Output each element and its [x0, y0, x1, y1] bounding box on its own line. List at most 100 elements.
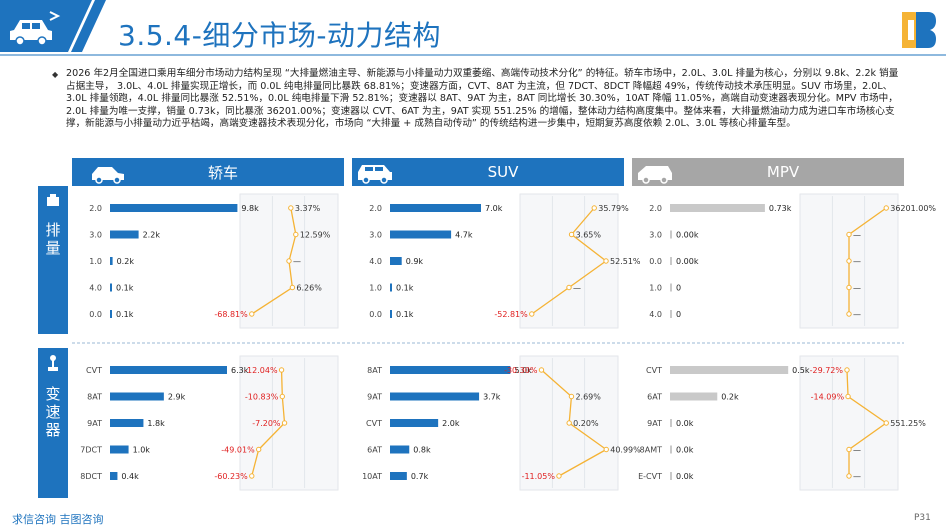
yoy-point: [255, 446, 262, 453]
bar: [110, 283, 112, 292]
yoy-point: [846, 311, 852, 317]
logo: [898, 8, 938, 52]
yoy-panel: [519, 193, 619, 329]
row-label-displacement-text: 排量: [43, 222, 62, 258]
category-label: 9AT: [87, 419, 102, 428]
bar-value-label: 9.8k: [241, 204, 259, 213]
yoy-point: [279, 393, 286, 400]
yoy-point: [566, 420, 572, 426]
bar: [110, 445, 129, 454]
category-label: 2.0: [369, 204, 382, 213]
yoy-point: [591, 205, 597, 211]
yoy-point: [846, 473, 852, 479]
bar: [670, 392, 718, 401]
yoy-label: 36201.00%: [890, 204, 936, 213]
category-label: 1.0: [369, 284, 382, 293]
category-label: CVT: [86, 366, 102, 375]
yoy-point: [286, 258, 292, 264]
yoy-label: -12.04%: [244, 366, 278, 375]
yoy-point: [844, 367, 850, 373]
yoy-label: -7.20%: [252, 419, 281, 428]
yoy-point: [249, 473, 255, 479]
bar: [390, 366, 511, 374]
yoy-point: [288, 205, 294, 211]
category-label: 3.0: [89, 231, 102, 240]
category-label: 8DCT: [80, 472, 102, 481]
yoy-point: [603, 446, 609, 453]
bar: [110, 230, 139, 239]
yoy-label: —: [853, 446, 861, 455]
bar-value-label: 2.2k: [143, 231, 161, 240]
category-label: 7DCT: [80, 446, 102, 455]
bar: [670, 445, 672, 454]
category-label: 1.0: [649, 284, 662, 293]
yoy-label: 3.65%: [576, 231, 602, 240]
yoy-label: -49.01%: [221, 446, 255, 455]
category-label: 4.0: [89, 284, 102, 293]
bar: [110, 257, 113, 265]
category-label: 9AT: [367, 393, 382, 402]
category-label: E-CVT: [638, 472, 662, 481]
bar: [110, 204, 238, 212]
category-label: 3.0: [369, 231, 382, 240]
yoy-point: [845, 393, 851, 400]
bar-value-label: 0.00k: [676, 231, 699, 240]
yoy-label: 35.79%: [598, 204, 629, 213]
yoy-label: -10.83%: [245, 393, 279, 402]
yoy-label: 3.37%: [295, 204, 321, 213]
header-band: [0, 0, 946, 56]
yoy-point: [846, 258, 852, 264]
gear-shift-icon: [48, 355, 58, 371]
intro-text: 2026 年2月全国进口乘用车细分市场动力结构呈现 “大排量燃油主导、新能源与小…: [66, 68, 899, 130]
yoy-label: 40.99%: [610, 446, 641, 455]
row-label-displacement: 排量: [38, 186, 68, 334]
yoy-point: [529, 311, 535, 317]
yoy-point: [846, 446, 852, 453]
yoy-point: [556, 473, 562, 479]
category-label: 9AT: [647, 419, 662, 428]
bar: [110, 392, 164, 401]
bar: [390, 472, 407, 480]
bar: [670, 310, 672, 318]
bar-value-label: 0.9k: [406, 257, 424, 266]
yoy-point: [883, 205, 889, 211]
bar-value-label: 0.7k: [411, 472, 429, 481]
bar-value-label: 0: [676, 284, 681, 293]
bar-value-label: 0.00k: [676, 257, 699, 266]
column-label-suv: SUV: [487, 163, 519, 181]
row-label-transmission: 变速器: [38, 348, 68, 498]
bar-value-label: 0.2k: [117, 257, 135, 266]
bar: [390, 445, 410, 454]
category-label: 0.0: [649, 257, 662, 266]
engine-icon: [47, 194, 59, 206]
bar: [390, 283, 392, 292]
yoy-label: 6.26%: [296, 284, 322, 293]
category-label: 0.0: [369, 310, 382, 319]
bar-value-label: 2.0k: [442, 419, 460, 428]
bar-value-label: 0.1k: [116, 310, 134, 319]
footer-source: 求信咨询 吉图咨询: [12, 513, 104, 526]
yoy-panel: [239, 355, 339, 491]
yoy-label: —: [853, 231, 861, 240]
category-label: 8AT: [87, 393, 102, 402]
yoy-point: [281, 420, 288, 426]
yoy-label: -11.05%: [522, 472, 556, 481]
bar: [390, 310, 392, 318]
column-header-mpv: MPV: [632, 158, 904, 186]
category-label: 3.0: [649, 231, 662, 240]
bar-value-label: 1.0k: [133, 446, 151, 455]
bar-value-label: 0.5k: [792, 366, 810, 375]
page-number: P31: [914, 513, 931, 523]
category-label: 2.0: [649, 204, 662, 213]
yoy-label: —: [293, 257, 301, 266]
bar-value-label: 0.4k: [121, 472, 139, 481]
bar-value-label: 0.0k: [676, 472, 694, 481]
page-title: 3.5.4-细分市场-动力结构: [118, 19, 441, 52]
yoy-label: -30.30%: [504, 366, 538, 375]
category-label: 1.0: [89, 257, 102, 266]
bar: [390, 392, 480, 401]
yoy-label: —: [853, 284, 861, 293]
category-label: CVT: [366, 419, 382, 428]
yoy-label: -68.81%: [214, 310, 248, 319]
bar-value-label: 0.1k: [396, 310, 414, 319]
